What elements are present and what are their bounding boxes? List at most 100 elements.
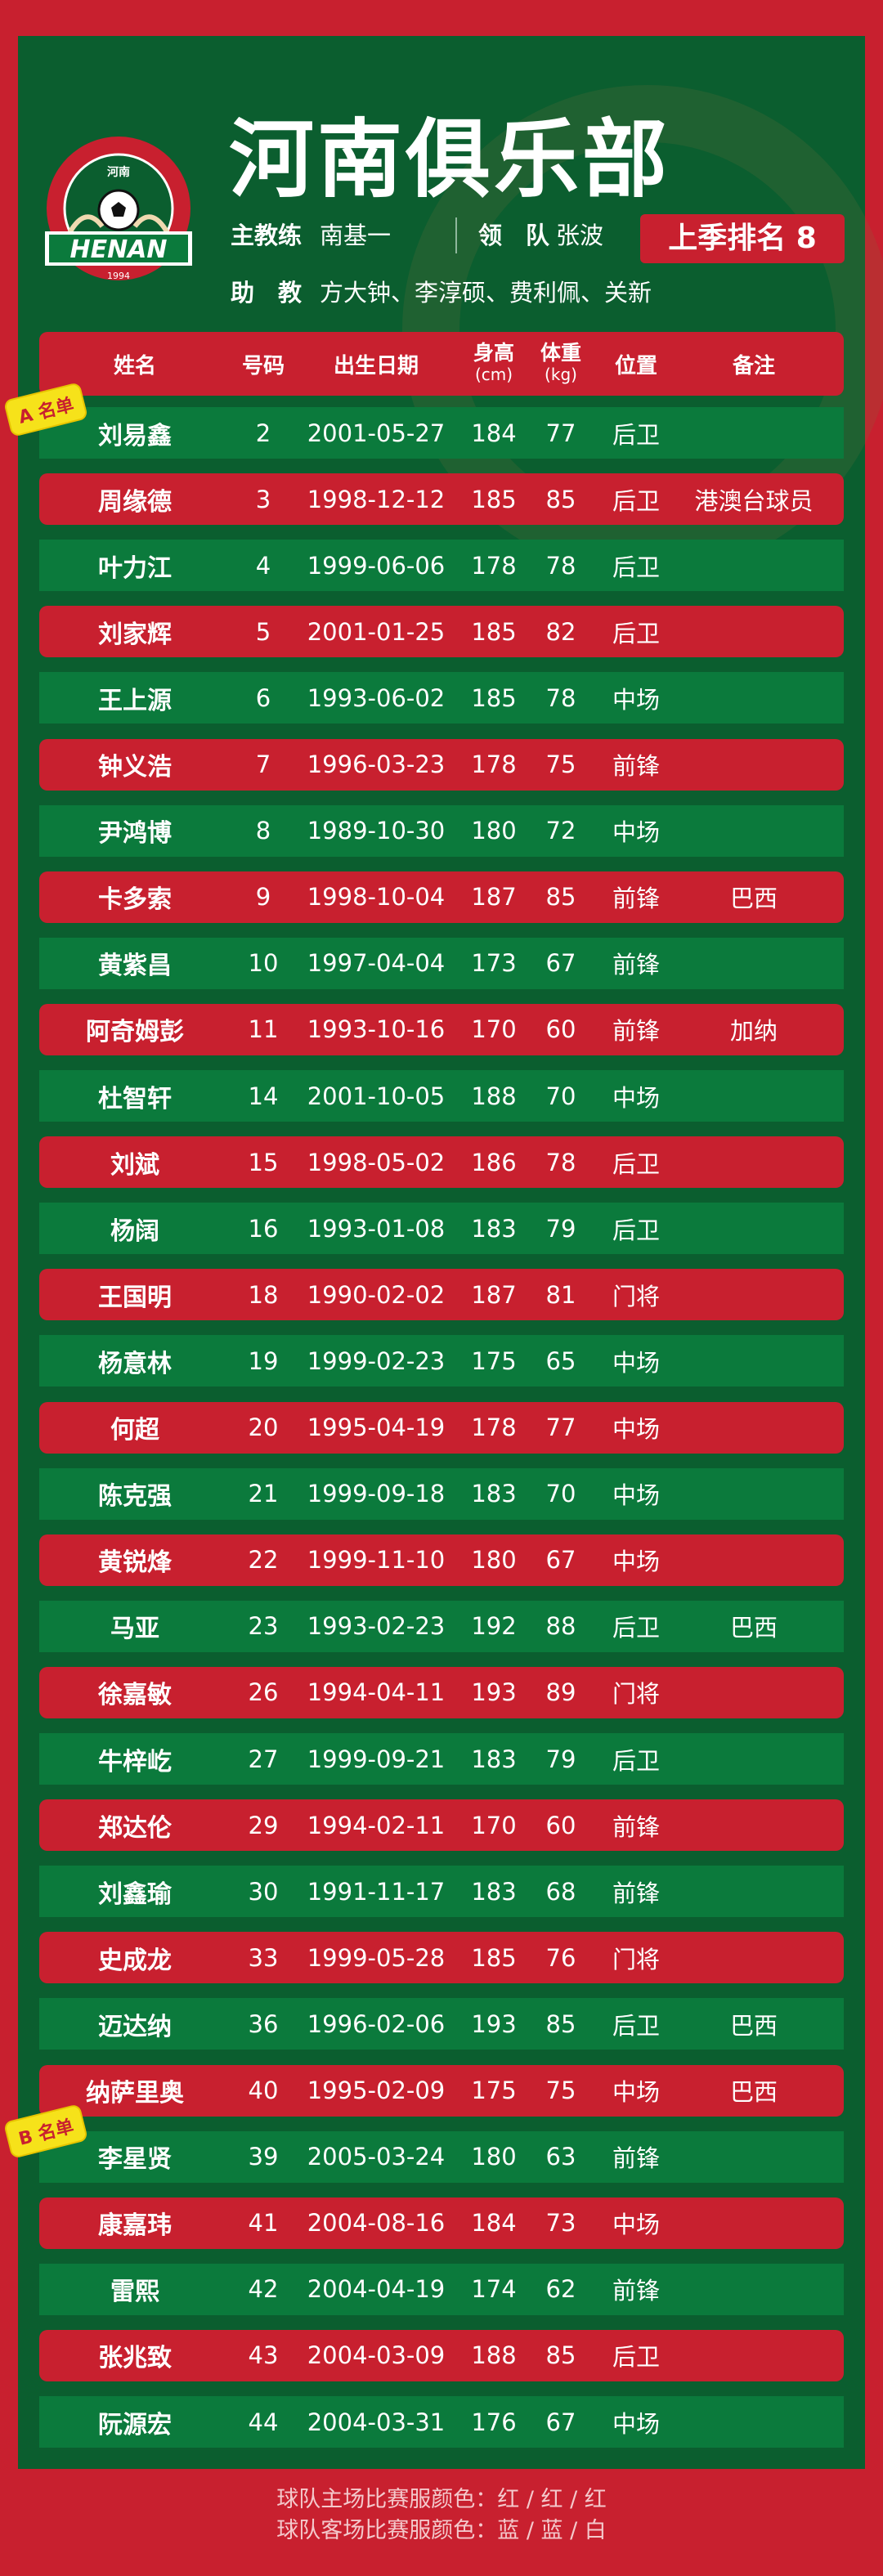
player-position: 中场 bbox=[612, 2409, 661, 2438]
player-dob: 2004-08-16 bbox=[307, 2209, 446, 2238]
player-height: 178 bbox=[471, 551, 517, 580]
player-name: 刘家辉 bbox=[98, 620, 172, 649]
player-height: 185 bbox=[471, 617, 517, 646]
player-number: 22 bbox=[248, 1546, 279, 1575]
table-row: 周缘德 3 1998-12-12 185 85 后卫 港澳台球员 bbox=[39, 473, 844, 526]
header-height: 身高 (cm) bbox=[473, 332, 514, 396]
table-row: 黄紫昌 10 1997-04-04 173 67 前锋 bbox=[39, 937, 844, 989]
player-dob: 1991-11-17 bbox=[307, 1877, 446, 1906]
table-row: 张兆致 43 2004-03-09 188 85 后卫 bbox=[39, 2329, 844, 2381]
player-number: 40 bbox=[248, 2076, 279, 2104]
player-name: 李星贤 bbox=[98, 2145, 172, 2175]
player-height: 174 bbox=[471, 2275, 517, 2304]
player-dob: 1998-05-02 bbox=[307, 1148, 446, 1176]
player-number: 9 bbox=[255, 883, 271, 912]
player-height: 183 bbox=[471, 1480, 517, 1508]
player-dob: 1997-04-04 bbox=[307, 949, 446, 978]
player-name: 刘斌 bbox=[110, 1150, 159, 1180]
player-dob: 1993-02-23 bbox=[307, 1612, 446, 1641]
player-position: 后卫 bbox=[612, 2011, 661, 2040]
player-name: 黄锐烽 bbox=[98, 1548, 172, 1578]
player-dob: 1993-01-08 bbox=[307, 1214, 446, 1243]
player-position: 中场 bbox=[612, 1348, 661, 1377]
player-position: 前锋 bbox=[612, 885, 661, 913]
player-position: 中场 bbox=[612, 818, 661, 847]
player-number: 4 bbox=[255, 551, 271, 580]
player-dob: 2005-03-24 bbox=[307, 2143, 446, 2171]
player-height: 187 bbox=[471, 1280, 517, 1309]
player-weight: 75 bbox=[545, 2076, 576, 2104]
player-position: 门将 bbox=[612, 1680, 661, 1709]
team-leader-label: 领 队 bbox=[478, 222, 550, 249]
player-weight: 67 bbox=[545, 1546, 576, 1575]
player-name: 阮源宏 bbox=[98, 2410, 172, 2439]
home-kit-colors: 球队主场比赛服颜色：红 / 红 / 红 bbox=[276, 2487, 607, 2512]
player-position: 后卫 bbox=[612, 2343, 661, 2372]
player-weight: 60 bbox=[545, 1015, 576, 1044]
header-weight: 体重 (kg) bbox=[540, 332, 581, 396]
player-weight: 65 bbox=[545, 1346, 576, 1375]
player-position: 前锋 bbox=[612, 752, 661, 780]
player-dob: 1996-02-06 bbox=[307, 2009, 446, 2038]
table-row: 黄锐烽 22 1999-11-10 180 67 中场 bbox=[39, 1534, 844, 1586]
assistant-coaches: 助 教方大钟、李淳硕、费利佩、关新 bbox=[231, 276, 652, 309]
player-name: 王国明 bbox=[98, 1283, 172, 1312]
player-height: 186 bbox=[471, 1148, 517, 1176]
head-coach: 主教练 南基一 bbox=[231, 219, 391, 252]
player-name: 纳萨里奥 bbox=[86, 2079, 184, 2108]
player-weight: 78 bbox=[545, 551, 576, 580]
player-weight: 79 bbox=[545, 1214, 576, 1243]
head-coach-label: 主教练 bbox=[231, 222, 303, 249]
player-name: 康嘉玮 bbox=[98, 2211, 172, 2241]
player-number: 39 bbox=[248, 2143, 279, 2171]
player-dob: 1994-04-11 bbox=[307, 1678, 446, 1707]
player-number: 21 bbox=[248, 1480, 279, 1508]
team-leader-value: 张波 bbox=[556, 222, 604, 249]
assistant-label: 助 教 bbox=[231, 279, 303, 307]
table-row: 郑达伦 29 1994-02-11 170 60 前锋 bbox=[39, 1799, 844, 1852]
player-number: 26 bbox=[248, 1678, 279, 1707]
divider bbox=[455, 217, 457, 253]
player-position: 中场 bbox=[612, 685, 661, 714]
player-dob: 1995-04-19 bbox=[307, 1413, 446, 1441]
player-number: 5 bbox=[255, 617, 271, 646]
player-height: 175 bbox=[471, 2076, 517, 2104]
player-weight: 81 bbox=[545, 1280, 576, 1309]
table-header: 姓名 号码 出生日期 身高 (cm) 体重 (kg) 位置 备注 bbox=[39, 332, 844, 396]
player-name: 郑达伦 bbox=[98, 1813, 172, 1843]
header-position: 位置 bbox=[614, 353, 658, 379]
player-dob: 2001-10-05 bbox=[307, 1082, 446, 1110]
player-position: 前锋 bbox=[612, 1812, 661, 1841]
player-weight: 78 bbox=[545, 683, 576, 712]
player-position: 后卫 bbox=[612, 1614, 661, 1642]
table-row: 何超 20 1995-04-19 178 77 中场 bbox=[39, 1401, 844, 1454]
player-dob: 1993-10-16 bbox=[307, 1015, 446, 1044]
svg-text:河南: 河南 bbox=[107, 165, 130, 179]
player-name: 何超 bbox=[110, 1416, 159, 1445]
player-weight: 62 bbox=[545, 2275, 576, 2304]
player-weight: 73 bbox=[545, 2209, 576, 2238]
header-weight-unit: (kg) bbox=[545, 365, 577, 384]
table-row: 杜智轩 14 2001-10-05 188 70 中场 bbox=[39, 1070, 844, 1122]
player-height: 170 bbox=[471, 1811, 517, 1839]
player-position: 前锋 bbox=[612, 1017, 661, 1046]
player-name: 牛梓屹 bbox=[98, 1747, 172, 1776]
player-dob: 1998-12-12 bbox=[307, 485, 446, 513]
club-logo: 河南 HENAN 1994 bbox=[45, 137, 192, 281]
player-weight: 76 bbox=[545, 1943, 576, 1972]
player-weight: 85 bbox=[545, 883, 576, 912]
header-number: 号码 bbox=[241, 353, 285, 379]
assistant-value: 方大钟、李淳硕、费利佩、关新 bbox=[320, 279, 652, 307]
player-weight: 85 bbox=[545, 2341, 576, 2370]
player-height: 184 bbox=[471, 2209, 517, 2238]
player-number: 15 bbox=[248, 1148, 279, 1176]
player-weight: 67 bbox=[545, 2408, 576, 2436]
player-number: 18 bbox=[248, 1280, 279, 1309]
player-dob: 2001-05-27 bbox=[307, 419, 446, 447]
player-height: 188 bbox=[471, 1082, 517, 1110]
table-row: 刘易鑫 2 2001-05-27 184 77 后卫 bbox=[39, 407, 844, 459]
player-height: 193 bbox=[471, 2009, 517, 2038]
player-position: 后卫 bbox=[612, 619, 661, 647]
player-height: 176 bbox=[471, 2408, 517, 2436]
player-number: 23 bbox=[248, 1612, 279, 1641]
